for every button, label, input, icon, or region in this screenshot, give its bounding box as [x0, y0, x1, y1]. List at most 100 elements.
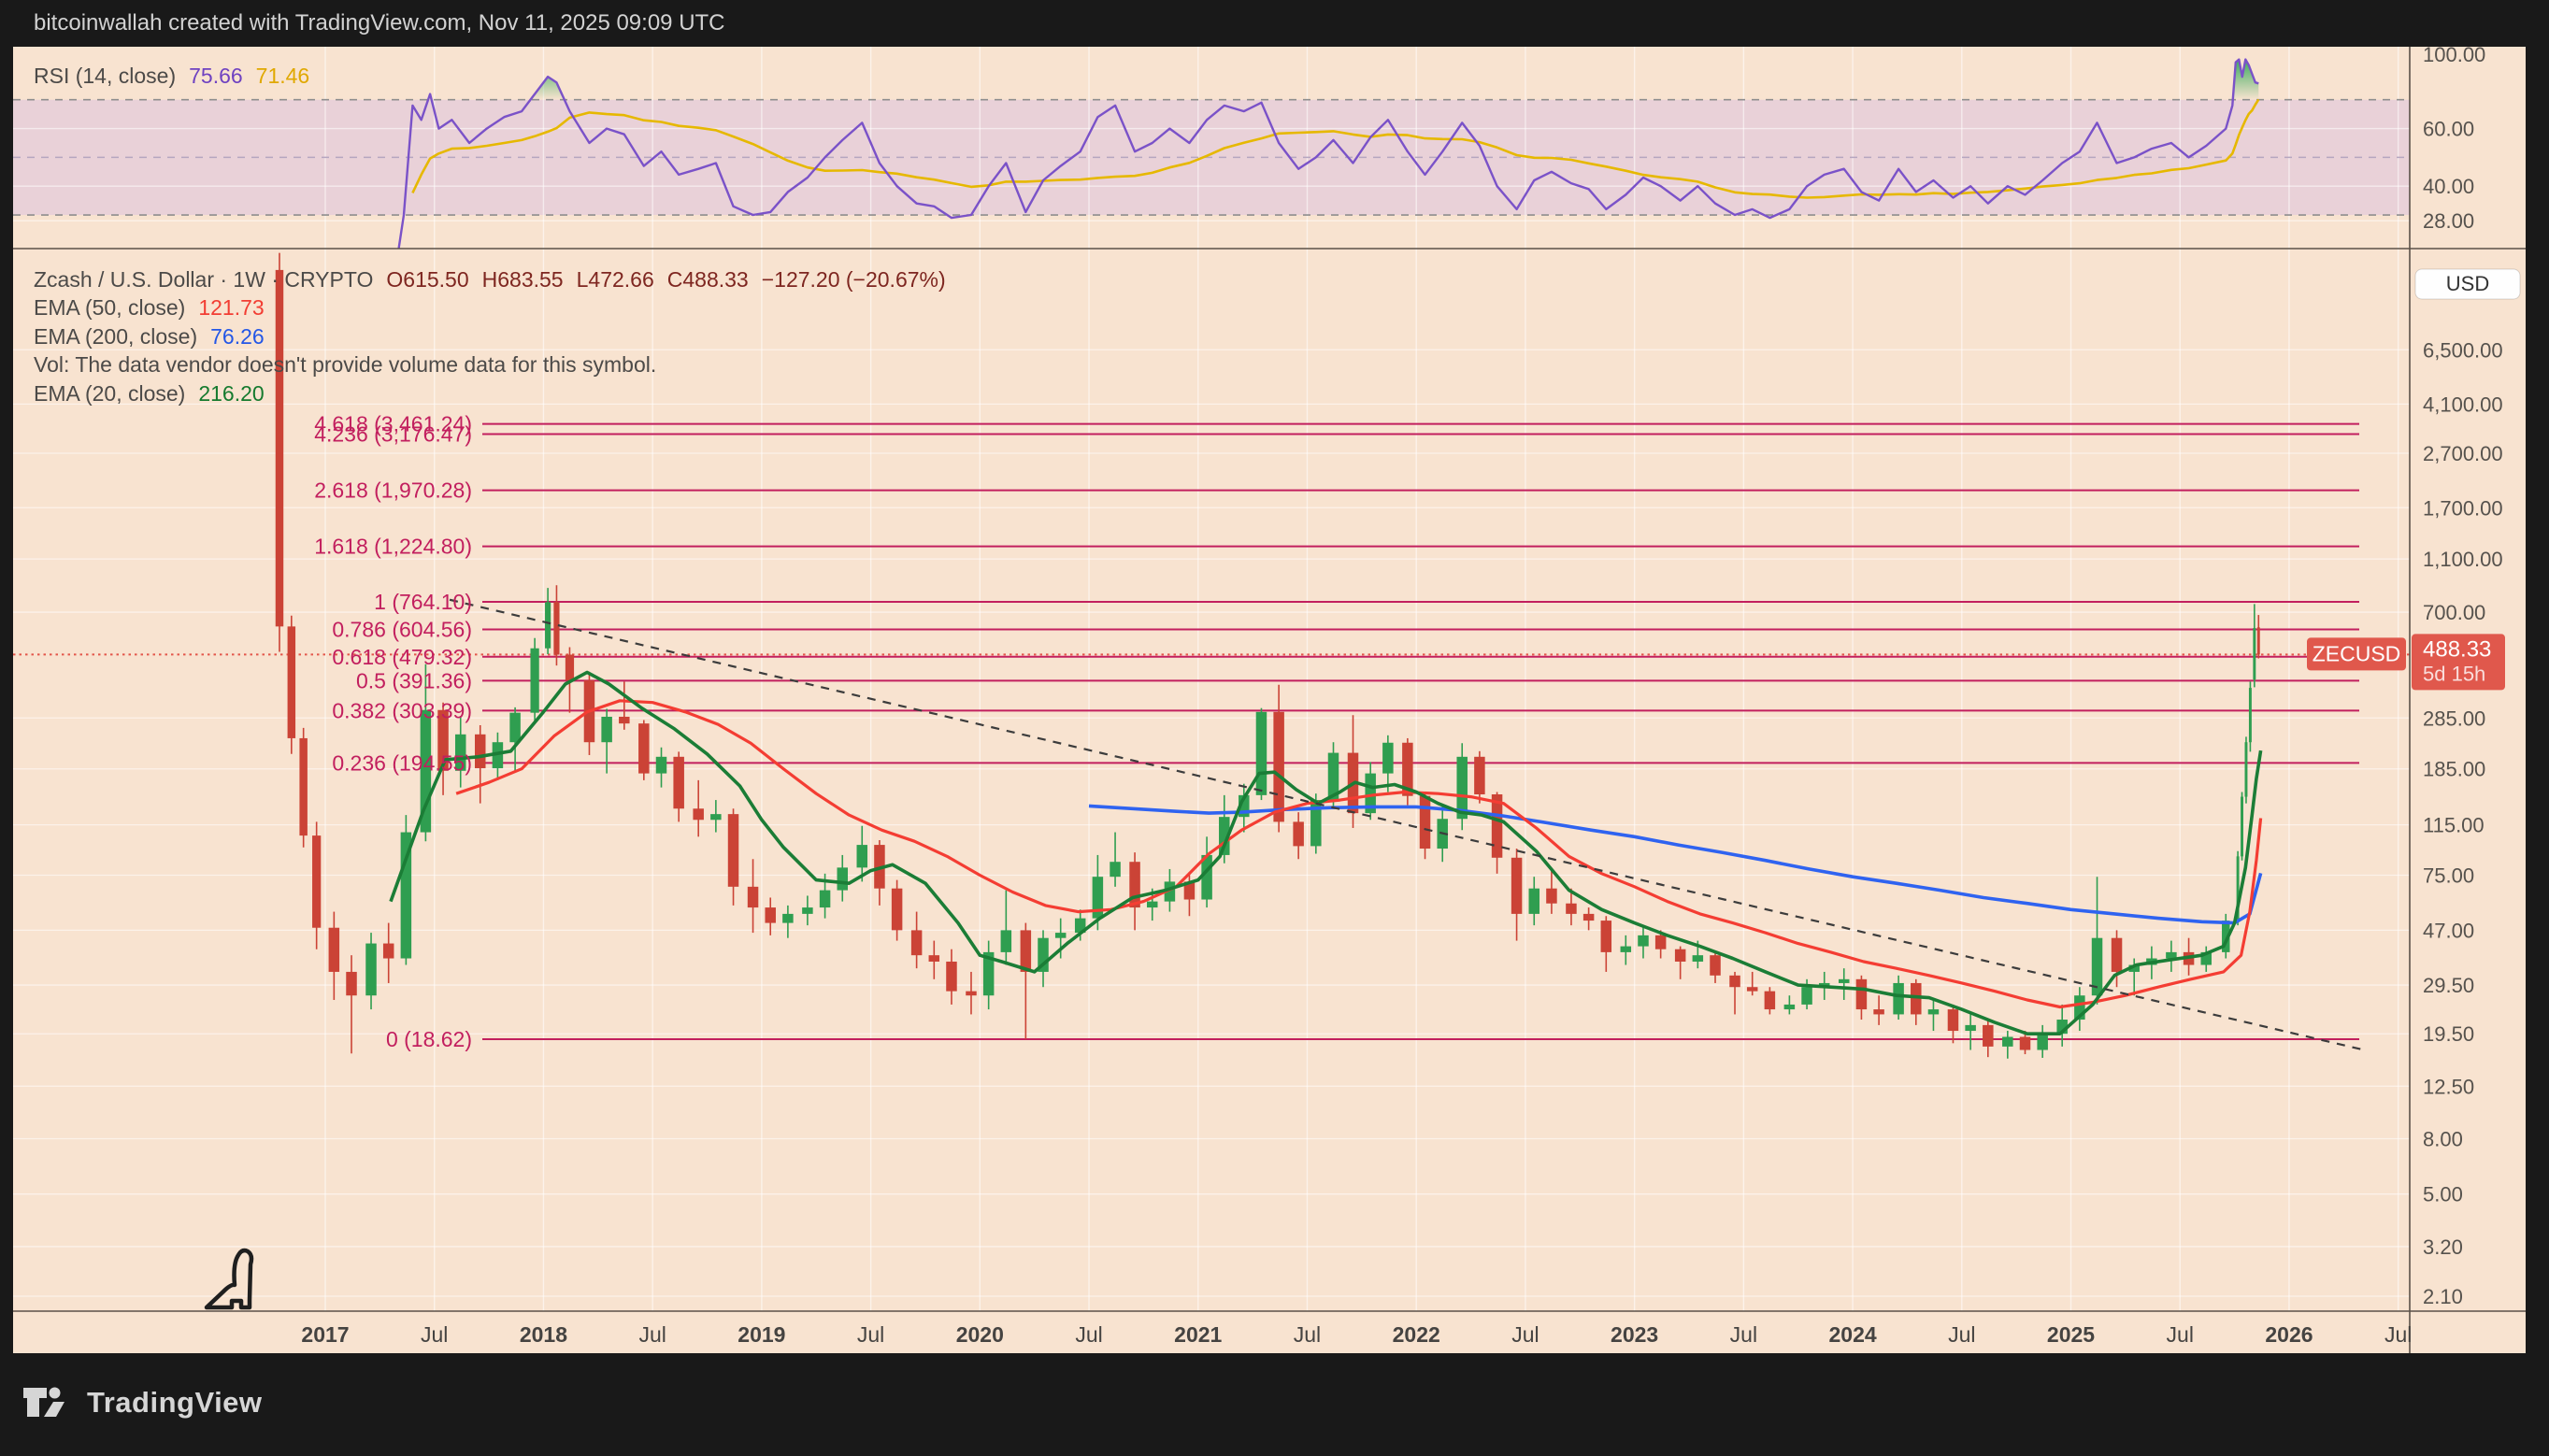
candle-body	[565, 654, 575, 681]
candle-body	[509, 712, 521, 743]
ema200-row[interactable]: EMA (200, close) 76.26	[34, 322, 946, 351]
ema50-label: EMA (50, close)	[34, 295, 186, 321]
candle-body	[2037, 1034, 2048, 1050]
price-axis-label: 1,700.00	[2423, 496, 2503, 520]
price-axis-label: 19.50	[2423, 1022, 2474, 1046]
rsi-legend[interactable]: RSI (14, close) 75.66 71.46	[34, 62, 309, 91]
candle-body	[747, 886, 759, 908]
main-pane	[13, 252, 2410, 1059]
main-legend[interactable]: Zcash / U.S. Dollar · 1W · CRYPTO O615.5…	[34, 265, 946, 408]
candle-body	[856, 845, 868, 868]
currency-button-label: USD	[2446, 272, 2489, 295]
fib-label: 1 (764.10)	[374, 590, 472, 614]
candle-body	[1456, 756, 1468, 820]
candle-body	[1582, 913, 1595, 921]
bottom-bar	[0, 1353, 2549, 1456]
candle-body	[1674, 949, 1686, 962]
candle-body	[1746, 987, 1758, 992]
ema20-row[interactable]: EMA (20, close) 216.20	[34, 379, 946, 408]
candle-body	[1801, 987, 1812, 1005]
volume-note-row: Vol: The data vendor doesn't provide vol…	[34, 351, 946, 380]
candle-body	[2253, 627, 2256, 680]
fib-label: 2.618 (1,970.28)	[314, 478, 472, 503]
candle-body	[492, 742, 504, 769]
candle-body	[1474, 756, 1485, 795]
candle-body	[1310, 800, 1322, 847]
price-axis-label: 5.00	[2423, 1183, 2463, 1206]
candle-body	[1638, 935, 1649, 947]
time-axis-label: Jul	[1511, 1322, 1539, 1347]
candle-body	[2111, 937, 2123, 972]
candle-body	[2166, 951, 2177, 959]
candle-body	[1983, 1024, 1994, 1047]
rsi-value: 75.66	[189, 63, 243, 88]
time-axis-label: Jul	[1730, 1322, 1757, 1347]
candle-body	[1164, 881, 1176, 902]
price-axis-label: 8.00	[2423, 1127, 2463, 1150]
candle-body	[1201, 854, 1212, 900]
candle-body	[299, 737, 308, 836]
candle-body	[1893, 982, 1904, 1015]
candle-body	[655, 756, 667, 774]
countdown-value: 5d 15h	[2423, 662, 2485, 685]
candle-body	[1327, 752, 1339, 801]
candle-body	[1219, 817, 1230, 855]
candle-body	[710, 814, 722, 821]
rsi-axis-label: 28.00	[2423, 209, 2474, 233]
price-axis-label: 1,100.00	[2423, 548, 2503, 571]
price-axis-label: 12.50	[2423, 1075, 2474, 1098]
chart-canvas[interactable]: 4.618 (3,461.24)4.236 (3,176.47) 2.618 (1…	[13, 47, 2526, 1353]
ema200-value: 76.26	[210, 323, 265, 349]
candle-body	[1054, 933, 1067, 938]
candle-body	[474, 734, 486, 769]
fib-label: 4.618 (3,461.24)	[314, 412, 472, 436]
candle-body	[2248, 688, 2252, 743]
candle-body	[837, 867, 849, 891]
symbol-ohlc-row[interactable]: Zcash / U.S. Dollar · 1W · CRYPTO O615.5…	[34, 265, 946, 294]
fib-label: 0.786 (604.56)	[332, 618, 472, 642]
fib-label: 0 (18.62)	[386, 1027, 472, 1051]
ema50-row[interactable]: EMA (50, close) 121.73	[34, 294, 946, 323]
chart-background	[13, 47, 2526, 1353]
symbol-price-badge[interactable]	[2307, 637, 2406, 671]
candle-body	[619, 716, 630, 724]
price-axis-label: 47.00	[2423, 919, 2474, 942]
candle-body	[1038, 937, 1049, 972]
candle-body	[2241, 796, 2244, 857]
time-axis-label: 2022	[1393, 1322, 1440, 1347]
rsi-axis-label: 40.00	[2423, 175, 2474, 198]
candle-body	[553, 602, 560, 655]
candle-body	[275, 269, 284, 627]
candle-body	[454, 734, 466, 771]
candle-body	[673, 756, 684, 809]
candle-body	[1382, 742, 1394, 774]
time-axis-label: 2026	[2265, 1322, 2313, 1347]
price-axis[interactable]: 100.00 60.00 40.00 28.00 6,500.00 4,100.00 2,7…	[2307, 47, 2521, 1308]
candle-body	[1074, 918, 1086, 934]
ema20-value: 216.20	[198, 380, 265, 406]
candle-body	[2236, 856, 2240, 921]
time-axis-label: 2025	[2047, 1322, 2095, 1347]
currency-button[interactable]	[2414, 268, 2521, 300]
time-axis-label: Jul	[1294, 1322, 1321, 1347]
candle-body	[1528, 888, 1540, 914]
time-axis-label: Jul	[638, 1322, 666, 1347]
candle-body	[765, 907, 776, 923]
last-price-badge[interactable]	[2412, 634, 2505, 691]
tradingview-logo[interactable]: TradingView	[22, 1384, 263, 1421]
candle-body	[1566, 903, 1577, 914]
fib-label: 4.236 (3,176.47)	[314, 421, 472, 446]
candle-body	[1855, 978, 1868, 1010]
candle-body	[1600, 921, 1612, 952]
candle-body	[2091, 937, 2103, 996]
candle-body	[1146, 901, 1158, 908]
candle-body	[693, 808, 704, 821]
candle-body	[1255, 711, 1267, 795]
candle-body	[382, 943, 394, 959]
header-attribution: bitcoinwallah created with TradingView.c…	[34, 10, 725, 36]
rsi-line	[397, 58, 2259, 249]
candle-body	[1911, 982, 1922, 1015]
time-axis[interactable]: 2017 Jul 2018 Jul 2019 Jul 2020 Jul 2021 Jul 2022 J…	[301, 1322, 2412, 1347]
candle-body	[727, 814, 739, 887]
